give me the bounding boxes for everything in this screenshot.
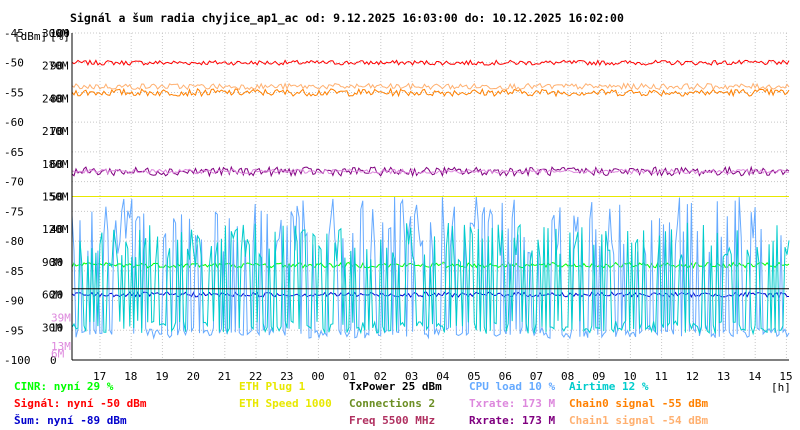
rate-extra-tick-label: 13M bbox=[51, 340, 71, 353]
x-tick-label: 05 bbox=[467, 370, 480, 383]
chart-title: Signál a šum radia chyjice_ap1_ac od: 9.… bbox=[70, 11, 624, 26]
dbm-tick-label: -80 bbox=[4, 235, 24, 248]
left-axis-label: [dBm] bbox=[14, 30, 47, 43]
rate-extra-tick-label: 39M bbox=[51, 311, 71, 324]
x-tick-label: 12 bbox=[686, 370, 699, 383]
rate-tick-label: 270M bbox=[42, 60, 69, 73]
series-line bbox=[71, 222, 790, 336]
dbm-tick-label: -100 bbox=[4, 354, 31, 367]
series-line bbox=[71, 59, 790, 67]
x-tick-label: 15 bbox=[779, 370, 792, 383]
legend-entry: Airtime 12 % bbox=[569, 380, 649, 393]
x-axis-unit-label: [h] bbox=[771, 381, 791, 394]
series-line bbox=[71, 87, 790, 98]
rate-tick-label: 60M bbox=[42, 289, 62, 302]
pct-tick-label: 60 bbox=[50, 158, 63, 171]
pct-tick-label: 100 bbox=[50, 27, 70, 40]
x-tick-label: 20 bbox=[187, 370, 200, 383]
pct-axis-label: [%] bbox=[50, 30, 70, 43]
dbm-tick-label: -75 bbox=[4, 205, 24, 218]
dbm-tick-label: -70 bbox=[4, 176, 24, 189]
legend-entry: Chain0 signal -55 dBm bbox=[569, 397, 708, 410]
legend-entry: Rxrate: 173 M bbox=[469, 414, 555, 427]
series-layer bbox=[71, 59, 790, 340]
dbm-tick-label: -65 bbox=[4, 146, 24, 159]
x-tick-label: 07 bbox=[530, 370, 543, 383]
pct-tick-label: 70 bbox=[50, 125, 63, 138]
legend-entry: TxPower 25 dBm bbox=[349, 380, 442, 393]
legend-entry: Chain1 signal -54 dBm bbox=[569, 414, 708, 427]
x-tick-label: 22 bbox=[249, 370, 262, 383]
x-tick-label: 08 bbox=[561, 370, 574, 383]
dbm-tick-label: -60 bbox=[4, 116, 24, 129]
rate-tick-label: 90M bbox=[42, 256, 62, 269]
series-line bbox=[71, 82, 790, 91]
x-tick-label: 09 bbox=[592, 370, 605, 383]
legend-entry: CINR: nyní 29 % bbox=[14, 380, 114, 393]
rate-tick-label: 240M bbox=[42, 92, 69, 105]
pct-tick-label: 30 bbox=[50, 256, 63, 269]
dbm-tick-label: -50 bbox=[4, 57, 24, 70]
x-tick-label: 17 bbox=[93, 370, 106, 383]
pct-tick-label: 10 bbox=[50, 321, 63, 334]
dbm-tick-label: -90 bbox=[4, 295, 24, 308]
pct-tick-label: 80 bbox=[50, 92, 63, 105]
rate-tick-label: 150M bbox=[42, 191, 69, 204]
rate-tick-label: 180M bbox=[42, 158, 69, 171]
rate-tick-label: 300M bbox=[42, 27, 69, 40]
axes: -45-50-55-60-65-70-75-80-85-90-95-100100… bbox=[4, 27, 793, 383]
pct-tick-label: 20 bbox=[50, 289, 63, 302]
rate-tick-label: 30M bbox=[42, 321, 62, 334]
x-tick-label: 03 bbox=[405, 370, 418, 383]
rate-tick-label: 210M bbox=[42, 125, 69, 138]
pct-tick-label: 40 bbox=[50, 223, 63, 236]
x-tick-label: 23 bbox=[280, 370, 293, 383]
series-line bbox=[71, 196, 790, 340]
legend-entry: Freq 5500 MHz bbox=[349, 414, 435, 427]
x-tick-label: 04 bbox=[436, 370, 450, 383]
pct-tick-label: 50 bbox=[50, 191, 63, 204]
rate-extra-tick-label: 6M bbox=[51, 347, 65, 360]
dbm-tick-label: -55 bbox=[4, 86, 24, 99]
dbm-tick-label: -85 bbox=[4, 265, 24, 278]
pct-tick-label: 90 bbox=[50, 60, 63, 73]
legend-entry: Šum: nyní -89 dBm bbox=[14, 414, 127, 427]
dbm-tick-label: -45 bbox=[4, 27, 24, 40]
series-line bbox=[71, 168, 790, 175]
x-tick-label: 19 bbox=[155, 370, 168, 383]
x-tick-label: 02 bbox=[374, 370, 387, 383]
series-line bbox=[71, 291, 789, 299]
pct-tick-label: 0 bbox=[50, 354, 57, 367]
dbm-tick-label: -95 bbox=[4, 324, 24, 337]
legend-entry: Txrate: 173 M bbox=[469, 397, 555, 410]
x-tick-label: 21 bbox=[218, 370, 231, 383]
x-tick-label: 14 bbox=[748, 370, 762, 383]
legend-entry: Connections 2 bbox=[349, 397, 435, 410]
legend-entry: Signál: nyní -50 dBm bbox=[14, 397, 147, 410]
legend-entry: ETH Speed 1000 bbox=[239, 397, 332, 410]
legend-entry: ETH Plug 1 bbox=[239, 380, 306, 393]
x-tick-label: 18 bbox=[124, 370, 137, 383]
x-tick-label: 06 bbox=[499, 370, 512, 383]
x-tick-label: 11 bbox=[655, 370, 668, 383]
legend-entry: CPU load 10 % bbox=[469, 380, 555, 393]
x-tick-label: 10 bbox=[623, 370, 636, 383]
x-tick-label: 13 bbox=[717, 370, 730, 383]
x-tick-label: 01 bbox=[343, 370, 356, 383]
legend: CINR: nyní 29 % Signál: nyní -50 dBm Šum: … bbox=[14, 380, 708, 427]
rate-tick-label: 120M bbox=[42, 223, 69, 236]
x-tick-label: 00 bbox=[311, 370, 324, 383]
